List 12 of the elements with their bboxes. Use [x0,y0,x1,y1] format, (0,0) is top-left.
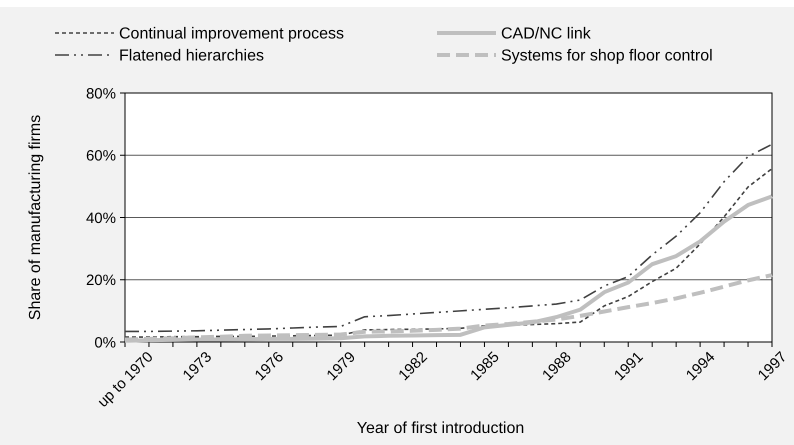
legend-label: CAD/NC link [501,26,592,43]
legend-label: Flatened hierarchies [119,48,264,65]
legend-label: Continual improvement process [119,26,344,43]
y-tick-label: 20% [86,272,116,289]
x-axis-title: Year of first introduction [356,420,524,437]
legend-label: Systems for shop floor control [501,48,713,65]
y-tick-label: 60% [86,148,116,164]
y-tick-label: 80% [86,85,116,102]
y-axis-title: Share of manufacturing firms [27,114,44,320]
y-tick-label: 0% [94,334,116,352]
line-series [124,144,773,332]
y-tick-label: 40% [86,210,116,227]
